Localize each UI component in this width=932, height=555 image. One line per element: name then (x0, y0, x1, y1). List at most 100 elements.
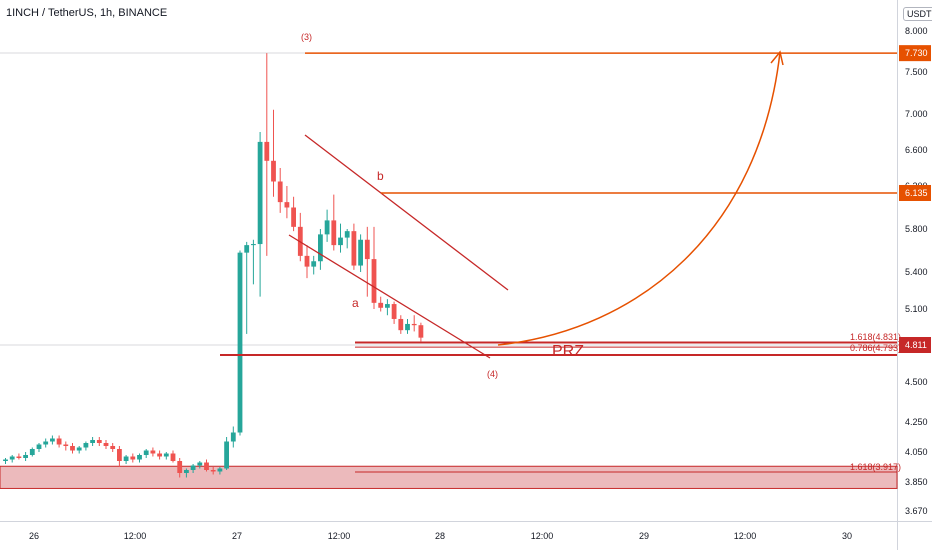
candle-body (36, 444, 42, 449)
support-zone (0, 465, 898, 489)
wave-4-label: (4) (487, 369, 498, 379)
candle-body (123, 456, 129, 461)
x-tick-label: 27 (232, 531, 242, 541)
wedge-lower-line (288, 234, 491, 359)
candle-body (418, 325, 424, 338)
candle-body (311, 261, 317, 267)
candle-body (364, 239, 370, 260)
price-tag-box (899, 337, 931, 353)
price-tag-label: 7.730 (905, 48, 928, 58)
wedge-upper-line (304, 134, 509, 291)
price-tag-box (899, 45, 931, 62)
x-tick-label: 12:00 (734, 531, 757, 541)
currency-badge[interactable]: USDT (903, 7, 932, 21)
candle-body (204, 462, 209, 470)
x-tick-label: 30 (842, 531, 852, 541)
y-tick-label: 7.500 (905, 67, 928, 77)
candle-body (70, 446, 75, 451)
candle-body (130, 456, 136, 460)
candle-body (43, 441, 49, 445)
candle-body (76, 447, 82, 451)
y-tick-label: 6.600 (905, 145, 928, 155)
candle-body (385, 304, 390, 308)
y-tick-label: 4.500 (905, 377, 928, 387)
candle-body (170, 453, 176, 461)
candle-body (163, 453, 169, 457)
wave-a-label: a (352, 296, 359, 310)
candle-body (96, 440, 102, 443)
candle-body (103, 443, 109, 446)
candle-body (3, 459, 8, 461)
prz-label: PRZ (552, 343, 584, 360)
candle-body (257, 141, 263, 245)
candle-body (50, 438, 55, 442)
x-tick-label: 12:00 (531, 531, 554, 541)
y-tick-label: 7.000 (905, 109, 928, 119)
y-tick-label: 5.100 (905, 304, 928, 314)
candle-body (117, 449, 122, 461)
candle-body (251, 244, 256, 246)
candle-body (230, 432, 236, 442)
candle-body (224, 441, 229, 469)
candle-body (197, 462, 203, 466)
candle-body (184, 470, 189, 473)
wave-3-label: (3) (301, 32, 312, 42)
candle-body (143, 450, 149, 455)
candle-body (318, 234, 323, 262)
candle-body (324, 220, 330, 235)
candle-body (90, 440, 95, 443)
candle-body (137, 455, 142, 460)
y-tick-label: 3.670 (905, 506, 928, 516)
price-tag-label: 4.811 (905, 340, 927, 350)
candle-body (217, 468, 223, 472)
candle-body (391, 304, 397, 319)
fib-3917-label: 1.618(3.917) (850, 462, 901, 472)
price-tag-box (899, 184, 931, 201)
candle-body (371, 259, 377, 303)
candle-body (150, 450, 156, 454)
x-tick-label: 12:00 (124, 531, 147, 541)
candle-body (304, 255, 310, 267)
candle-body (331, 220, 337, 246)
fib-4831-label: 1.618(4.831) (850, 332, 901, 342)
candle-body (56, 438, 62, 445)
candle-body (271, 160, 276, 182)
x-tick-label: 28 (435, 531, 445, 541)
candle-body (277, 181, 283, 203)
candle-body (110, 446, 116, 449)
y-tick-label: 4.250 (905, 417, 928, 427)
candle-body (210, 470, 216, 472)
x-tick-label: 12:00 (328, 531, 351, 541)
candle-body (63, 444, 69, 446)
y-tick-label: 5.400 (905, 267, 928, 277)
chart-title: 1INCH / TetherUS, 1h, BINANCE (6, 7, 168, 19)
candle-body (83, 443, 89, 448)
x-tick-label: 26 (29, 531, 39, 541)
candle-body (190, 465, 196, 470)
candle-body (237, 252, 243, 433)
candle-body (291, 207, 296, 227)
candle-body (9, 456, 15, 460)
candle-body (23, 455, 28, 458)
x-tick-label: 29 (639, 531, 649, 541)
y-tick-label: 4.050 (905, 447, 928, 457)
candle-body (351, 231, 357, 266)
projection-arrowhead (770, 50, 784, 66)
fib-4793-label: 0.786(4.793) (850, 343, 901, 353)
candle-body (177, 461, 183, 473)
candle-body (244, 245, 250, 253)
wave-b-label: b (377, 169, 384, 183)
y-tick-label: 8.000 (905, 26, 928, 36)
candle-body (338, 237, 343, 246)
candle-body (398, 318, 404, 331)
candle-body (405, 323, 410, 331)
projection-arc (497, 51, 781, 346)
candle-body (378, 302, 384, 308)
candle-body (157, 453, 162, 457)
candle-body (264, 141, 270, 161)
price-tag-label: 6.135 (905, 188, 928, 198)
candle-body (29, 449, 35, 455)
candle-body (411, 323, 417, 326)
